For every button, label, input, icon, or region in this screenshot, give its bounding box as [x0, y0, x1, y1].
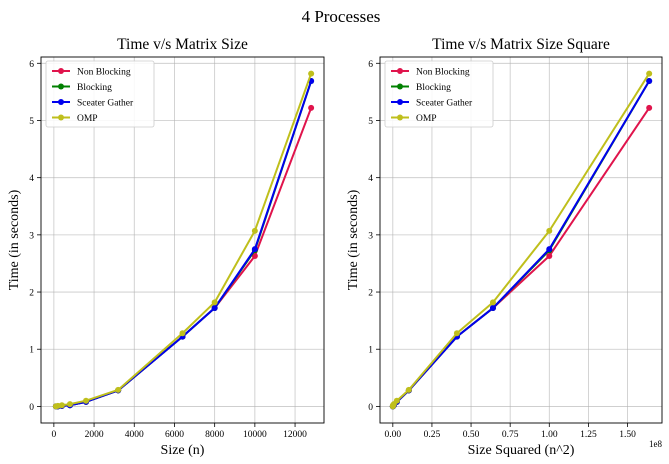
x-tick-label: 6000 — [165, 430, 184, 440]
x-tick-label: 12000 — [283, 430, 307, 440]
y-axis-label: Time (in seconds) — [346, 189, 361, 290]
x-tick-label: 0 — [51, 430, 56, 440]
data-point — [211, 299, 218, 306]
y-tick-label: 2 — [368, 289, 373, 299]
chart-panel-2: 0.00 0.25 0.50 0.75 1.00 1.25 1.50 0 1 2 3 4 5 6 1e8 Ti… — [346, 36, 662, 458]
legend-box — [384, 60, 494, 128]
y-tick-label: 4 — [368, 174, 373, 184]
legend-marker — [58, 99, 64, 105]
x-tick-label: 0.00 — [385, 430, 402, 440]
data-point — [66, 401, 73, 408]
axes-frame — [379, 56, 663, 424]
data-point — [83, 397, 90, 404]
data-point — [251, 227, 258, 234]
legend-label: OMP — [77, 114, 98, 124]
legend-marker — [397, 68, 403, 74]
data-point — [489, 299, 496, 306]
data-point — [453, 330, 460, 337]
legend-box — [45, 60, 155, 128]
data-point — [179, 330, 186, 337]
legend-label: Non Blocking — [416, 68, 470, 78]
chart-panel-1: 0 2000 4000 6000 8000 10000 12000 0 1 2 3 4 5 6 Time v… — [7, 36, 325, 458]
y-axis-label: Time (in seconds) — [7, 189, 22, 290]
data-point — [308, 104, 315, 111]
y-tick-label: 2 — [29, 289, 34, 299]
y-tick-label: 6 — [368, 60, 373, 70]
data-point — [211, 305, 218, 312]
y-tick-label: 3 — [29, 231, 34, 241]
x-tick-label: 1.25 — [580, 430, 597, 440]
legend-label: Non Blocking — [77, 68, 131, 78]
legend-marker — [397, 99, 403, 105]
y-tick-label: 6 — [29, 60, 34, 70]
y-tick-label: 0 — [29, 403, 34, 413]
data-point — [646, 70, 653, 77]
axes-frame — [40, 56, 325, 424]
legend: Non Blocking Blocking Sceater Gather OMP — [45, 60, 155, 128]
data-point — [251, 253, 258, 260]
x-tick-label: 1.50 — [619, 430, 636, 440]
legend-label: Blocking — [77, 83, 112, 93]
x-tick-label: 8000 — [205, 430, 224, 440]
chart-title: Time v/s Matrix Size Square — [432, 36, 610, 53]
y-tick-label: 3 — [368, 231, 373, 241]
x-tick-label: 0.25 — [424, 430, 441, 440]
x-tick-label: 0.50 — [463, 430, 480, 440]
x-tick-label: 0.75 — [502, 430, 519, 440]
data-point — [58, 402, 65, 409]
data-point — [646, 78, 653, 85]
legend-label: Sceater Gather — [416, 99, 473, 109]
legend-label: Sceater Gather — [77, 99, 134, 109]
legend-label: OMP — [416, 114, 437, 124]
y-tick-label: 1 — [368, 346, 373, 356]
legend-marker — [58, 114, 64, 121]
x-tick-label: 4000 — [125, 430, 144, 440]
data-point — [308, 70, 315, 77]
data-point — [115, 386, 122, 393]
legend-marker — [58, 68, 64, 74]
data-point — [546, 253, 553, 260]
chart-title: Time v/s Matrix Size — [117, 36, 248, 53]
x-axis-offset: 1e8 — [649, 439, 662, 449]
x-tick-label: 1.00 — [541, 430, 558, 440]
data-point — [393, 397, 400, 404]
legend-marker — [397, 83, 403, 90]
y-tick-label: 0 — [368, 403, 373, 413]
legend-marker — [397, 114, 403, 121]
data-point — [489, 305, 496, 312]
x-axis-label: Size Squared (n^2) — [468, 443, 575, 458]
data-point — [251, 246, 258, 253]
data-point — [546, 227, 553, 234]
x-tick-label: 2000 — [85, 430, 104, 440]
legend-label: Blocking — [416, 83, 451, 93]
x-tick-label: 10000 — [243, 430, 267, 440]
y-tick-label: 1 — [29, 346, 34, 356]
data-point — [546, 246, 553, 253]
data-point — [646, 104, 653, 111]
figure-suptitle: 4 Processes — [302, 7, 381, 26]
data-point — [405, 386, 412, 393]
plots-container: 0 2000 4000 6000 8000 10000 12000 0 1 2 3 4 5 6 Time v… — [7, 36, 662, 458]
y-tick-label: 5 — [29, 117, 34, 127]
legend-marker — [58, 83, 64, 90]
x-axis-label: Size (n) — [161, 443, 205, 458]
legend: Non Blocking Blocking Sceater Gather OMP — [384, 60, 494, 128]
y-tick-label: 4 — [29, 174, 34, 184]
y-tick-label: 5 — [368, 117, 373, 127]
